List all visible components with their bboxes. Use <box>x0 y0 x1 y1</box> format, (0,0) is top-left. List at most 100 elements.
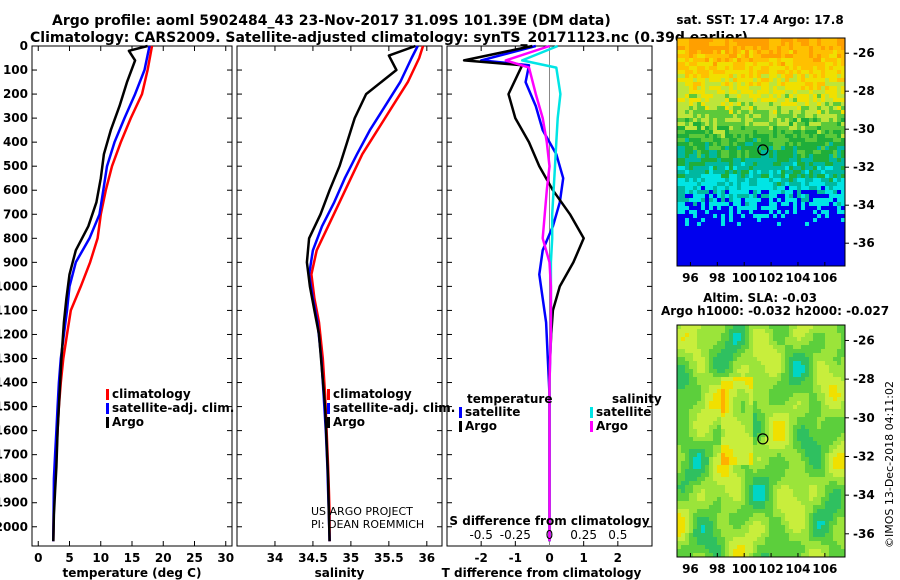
map-cell <box>817 106 822 111</box>
map-cell <box>809 449 814 454</box>
map-cell <box>833 194 838 199</box>
map-cell <box>773 138 778 143</box>
map-cell <box>837 477 842 482</box>
map-cell <box>809 62 814 67</box>
map-cell <box>813 86 818 91</box>
map-cell <box>741 130 746 135</box>
map-cell <box>781 238 786 243</box>
map-cell <box>681 50 686 55</box>
map-cell <box>781 190 786 195</box>
map-cell <box>697 202 702 207</box>
map-cell <box>797 393 802 398</box>
map-cell <box>805 206 810 211</box>
map-cell <box>697 469 702 474</box>
map-cell <box>677 90 682 95</box>
map-cell <box>789 178 794 183</box>
map-cell <box>781 186 786 191</box>
map-cell <box>777 86 782 91</box>
map-cell <box>805 50 810 55</box>
map-cell <box>777 505 782 510</box>
map-cell <box>701 421 706 426</box>
map-cell <box>817 357 822 362</box>
map-cell <box>705 541 710 546</box>
map-cell <box>841 477 846 482</box>
map-cell <box>805 397 810 402</box>
map-cell <box>837 58 842 63</box>
map-cell <box>733 162 738 167</box>
map-cell <box>773 461 778 466</box>
map-cell <box>713 441 718 446</box>
map-cell <box>825 198 830 203</box>
map-cell <box>749 98 754 103</box>
map-cell <box>689 537 694 542</box>
map-cell <box>741 94 746 99</box>
map-cell <box>833 170 838 175</box>
map-y-tick-label: -34 <box>853 198 875 212</box>
map-cell <box>725 78 730 83</box>
map-cell <box>741 429 746 434</box>
map-cell <box>685 122 690 127</box>
map-cell <box>721 218 726 223</box>
map-cell <box>829 361 834 366</box>
map-cell <box>761 218 766 223</box>
map-cell <box>821 102 826 107</box>
map-cell <box>701 230 706 235</box>
map-cell <box>749 202 754 207</box>
map-cell <box>753 409 758 414</box>
map-cell <box>813 206 818 211</box>
map-cell <box>781 373 786 378</box>
map-cell <box>733 517 738 522</box>
map-cell <box>821 54 826 59</box>
map-cell <box>781 449 786 454</box>
map-cell <box>805 202 810 207</box>
map-cell <box>677 242 682 247</box>
map-cell <box>777 142 782 147</box>
map-cell <box>713 485 718 490</box>
map-cell <box>761 425 766 430</box>
map-cell <box>677 146 682 151</box>
map-cell <box>681 158 686 163</box>
map-cell <box>709 481 714 486</box>
map-cell <box>729 393 734 398</box>
map-cell <box>761 497 766 502</box>
map-cell <box>713 142 718 147</box>
map-cell <box>697 453 702 458</box>
map-cell <box>837 82 842 87</box>
map-cell <box>749 393 754 398</box>
map-cell <box>769 349 774 354</box>
map-cell <box>785 437 790 442</box>
map-cell <box>837 210 842 215</box>
map-cell <box>745 194 750 199</box>
map-cell <box>817 82 822 87</box>
map-cell <box>741 90 746 95</box>
map-cell <box>705 186 710 191</box>
map-cell <box>817 405 822 410</box>
map-cell <box>773 485 778 490</box>
map-cell <box>701 202 706 207</box>
map-cell <box>677 409 682 414</box>
map-cell <box>785 513 790 518</box>
map-cell <box>761 90 766 95</box>
map-cell <box>805 122 810 127</box>
map-cell <box>793 413 798 418</box>
map-cell <box>781 218 786 223</box>
map-cell <box>693 485 698 490</box>
map-cell <box>749 405 754 410</box>
map-cell <box>773 118 778 123</box>
map-cell <box>765 130 770 135</box>
map-cell <box>737 345 742 350</box>
map-cell <box>785 238 790 243</box>
map-cell <box>705 357 710 362</box>
top-tick-label: -0.5 <box>469 528 492 542</box>
map-cell <box>681 517 686 522</box>
map-cell <box>801 517 806 522</box>
map-cell <box>829 158 834 163</box>
map-cell <box>805 441 810 446</box>
map-cell <box>833 337 838 342</box>
map-cell <box>773 234 778 239</box>
map-cell <box>813 130 818 135</box>
map-cell <box>821 341 826 346</box>
map-cell <box>709 357 714 362</box>
map-cell <box>841 254 846 259</box>
map-cell <box>713 397 718 402</box>
